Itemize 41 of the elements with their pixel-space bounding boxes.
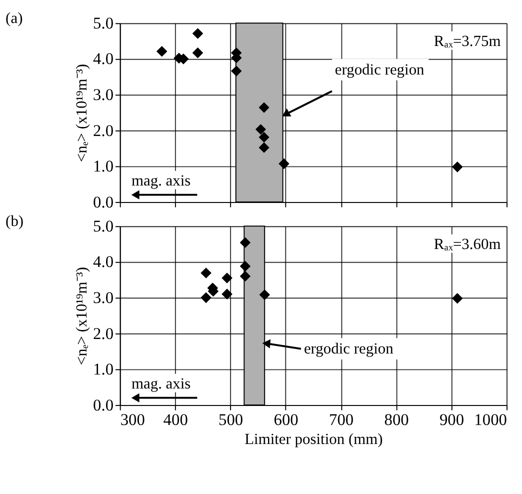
y-tick-label: 2.0 xyxy=(93,120,114,140)
annotation: Rₐₓ=3.60m xyxy=(434,236,501,253)
annotation: ergodic region xyxy=(304,340,394,358)
annotation: Rₐₓ=3.75m xyxy=(434,32,501,50)
point xyxy=(156,46,168,57)
x-tick-label: 400 xyxy=(163,410,188,429)
x-tick-label: 800 xyxy=(384,410,409,429)
x-tick-label: 600 xyxy=(274,410,298,429)
y-tick-label: 0.0 xyxy=(93,192,114,212)
y-axis-title: <nₑ> (x10¹⁹m⁻³) xyxy=(73,64,90,162)
point xyxy=(258,102,270,113)
y-tick-label: 5.0 xyxy=(93,216,114,236)
annotation: mag. axis xyxy=(131,375,191,392)
y-tick-label: 1.0 xyxy=(93,360,114,379)
y-tick-label: 4.0 xyxy=(93,49,114,68)
point xyxy=(192,28,204,39)
x-tick-label: 900 xyxy=(439,410,464,429)
annotation: ergodic region xyxy=(334,61,425,78)
y-tick-label: 3.0 xyxy=(93,84,114,104)
y-tick-label: 1.0 xyxy=(93,156,114,176)
point xyxy=(255,124,266,135)
y-tick-label: 5.0 xyxy=(93,13,114,32)
x-tick-label: 700 xyxy=(328,410,354,429)
x-tick-label: 300 xyxy=(120,410,145,429)
annotation: mag. axis xyxy=(131,172,191,190)
point xyxy=(258,132,270,143)
point xyxy=(452,162,463,172)
y-tick-label: 2.0 xyxy=(93,324,114,343)
chart-title: (b) xyxy=(6,213,24,230)
y-axis-title: <nₑ> (x10¹⁹m⁻³) xyxy=(73,266,90,366)
chart-title: (a) xyxy=(6,10,23,28)
point xyxy=(258,142,270,153)
point xyxy=(278,158,290,169)
y-tick-label: 4.0 xyxy=(93,252,114,272)
y-tick-label: 3.0 xyxy=(93,288,114,307)
x-tick-label: 500 xyxy=(218,410,244,429)
x-axis-title: Limiter position (mm) xyxy=(244,431,383,448)
y-tick-label: 0.0 xyxy=(93,395,114,414)
x-tick-label: 1000 xyxy=(474,410,508,429)
point xyxy=(231,66,242,76)
point xyxy=(192,48,204,58)
